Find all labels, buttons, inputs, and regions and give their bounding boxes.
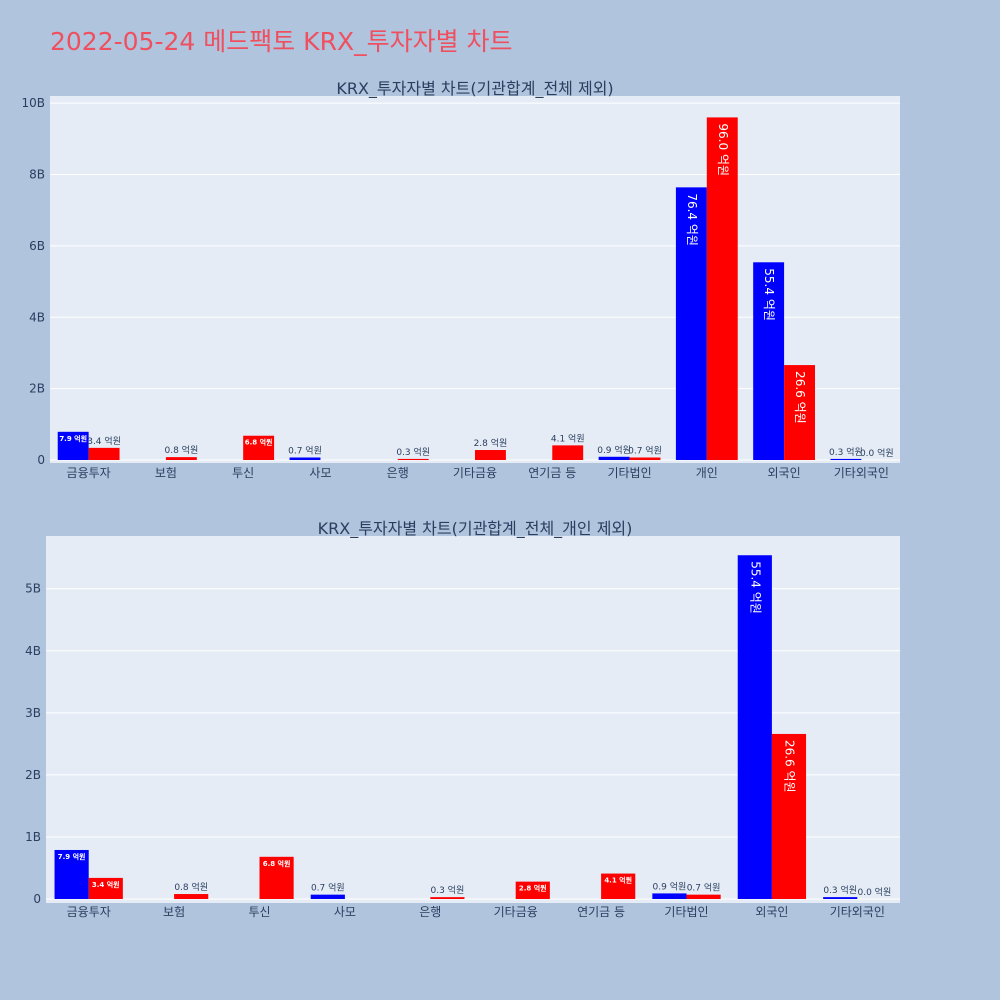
y-tick-label: 1B	[25, 830, 41, 844]
x-tick-label: 기타법인	[664, 905, 708, 919]
x-tick-label: 은행	[419, 904, 441, 919]
y-tick-label: 0	[33, 892, 41, 906]
bar-sell	[430, 897, 465, 899]
bar-value-label: 7.9 억원	[58, 852, 86, 861]
x-tick-label: 기타외국인	[830, 905, 885, 919]
bar-sell	[88, 447, 120, 460]
y-tick-label: 4B	[29, 310, 45, 324]
bar-sell	[165, 457, 197, 460]
investor-chart-excl-individual: 0 1B 2B 3B 4B 5B KRX_투자자별 차트(기관합계_전체_개인 제외) 금융투…	[25, 519, 900, 919]
bar-value-label: 7.9 억원	[59, 434, 87, 443]
bar-sell	[706, 117, 738, 460]
bar-value-label: 0.8 억원	[164, 444, 198, 456]
bar-value-label: 0.8 억원	[174, 881, 208, 893]
bar-sell	[601, 873, 636, 899]
bar-sell	[475, 450, 506, 460]
bar-sell	[259, 856, 294, 899]
x-tick-label: 금융투자	[67, 466, 111, 480]
x-tick-label: 기타금융	[453, 466, 497, 480]
bar-buy	[652, 893, 687, 899]
x-tick-label: 사모	[334, 905, 356, 919]
bar-value-label: 0.7 억원	[628, 445, 662, 457]
x-tick-label: 은행	[387, 465, 409, 480]
x-tick-label: 연기금 등	[528, 466, 576, 480]
bar-sell	[771, 733, 807, 899]
bar-value-label: 55.4 억원	[748, 561, 762, 614]
x-tick-label: 개인	[696, 466, 718, 480]
x-tick-label: 외국인	[755, 905, 788, 919]
bar-sell	[552, 445, 584, 460]
x-tick-label: 투신	[248, 905, 270, 919]
bar-value-label: 0.3 억원	[829, 446, 863, 458]
bar-value-label: 2.8 억원	[474, 437, 508, 449]
bar-buy	[54, 849, 89, 899]
bar-value-label: 0.3 억원	[823, 884, 857, 896]
bar-value-label: 6.8 억원	[245, 438, 273, 447]
y-tick-label: 2B	[25, 768, 41, 782]
bar-sell	[174, 894, 209, 899]
chart-title: KRX_투자자별 차트(기관합계_전체 제외)	[336, 79, 613, 99]
bar-value-label: 76.4 억원	[685, 193, 699, 246]
x-tick-label: 보험	[163, 905, 185, 919]
bar-buy	[598, 456, 630, 460]
bar-value-label: 0.0 억원	[860, 447, 894, 459]
bar-value-label: 55.4 억원	[762, 268, 776, 321]
bar-value-label: 0.3 억원	[431, 884, 465, 896]
bar-value-label: 0.9 억원	[597, 444, 631, 456]
bar-sell	[686, 894, 721, 899]
bar-value-label: 0.3 억원	[396, 446, 430, 458]
bar-sell	[629, 457, 661, 460]
bar-value-label: 6.8 억원	[263, 859, 291, 868]
bar-sell	[243, 435, 275, 460]
bar-value-label: 0.9 억원	[653, 880, 687, 892]
x-tick-label: 사모	[309, 466, 331, 480]
bar-value-label: 96.0 억원	[716, 123, 730, 176]
bar-buy	[289, 457, 321, 460]
bar-value-label: 0.7 억원	[288, 445, 322, 457]
y-tick-label: 6B	[29, 239, 45, 253]
bar-buy	[57, 431, 89, 460]
bar-value-label: 3.4 억원	[92, 880, 120, 889]
bar-sell	[88, 877, 123, 899]
bar-value-label: 2.8 억원	[519, 884, 547, 893]
y-tick-label: 2B	[29, 382, 45, 396]
y-tick-label: 3B	[25, 706, 41, 720]
bar-buy	[675, 187, 707, 460]
bar-value-label: 26.6 억원	[782, 740, 796, 793]
bar-buy	[310, 894, 345, 899]
y-tick-label: 0	[37, 453, 45, 467]
bar-value-label: 0.7 억원	[687, 882, 721, 894]
x-tick-label: 기타외국인	[834, 466, 889, 480]
bar-value-label: 4.1 억원	[604, 876, 632, 885]
y-tick-label: 8B	[29, 168, 45, 182]
x-tick-label: 연기금 등	[577, 905, 625, 919]
investor-chart-all: 0 2B 4B 6B 8B 10B KRX_투자자별 차트(기관합계_전체 제외) 금융투자 7…	[21, 79, 900, 480]
bar-buy	[737, 555, 772, 899]
x-tick-label: 기타법인	[607, 466, 651, 480]
x-tick-label: 금융투자	[67, 905, 111, 919]
bar-buy	[753, 262, 785, 460]
bar-value-label: 0.0 억원	[858, 886, 892, 898]
x-tick-label: 기타금융	[494, 905, 538, 919]
bar-value-label: 3.4 억원	[87, 435, 121, 447]
bar-sell	[784, 365, 815, 460]
bar-value-label: 26.6 억원	[793, 371, 807, 424]
bar-value-label: 4.1 억원	[551, 432, 585, 444]
x-tick-label: 외국인	[768, 466, 801, 480]
bar-value-label: 0.7 억원	[311, 882, 345, 894]
page-title: 2022-05-24 메드팩토 KRX_투자자별 차트	[50, 27, 513, 56]
y-tick-label: 10B	[21, 96, 45, 110]
chart-title: KRX_투자자별 차트(기관합계_전체_개인 제외)	[318, 519, 633, 539]
bar-buy	[823, 897, 858, 899]
x-tick-label: 투신	[232, 466, 254, 480]
y-tick-label: 4B	[25, 644, 41, 658]
x-tick-label: 보험	[155, 466, 177, 480]
y-tick-label: 5B	[25, 582, 41, 596]
bar-buy	[830, 458, 862, 460]
bar-sell	[397, 458, 429, 460]
bar-sell	[515, 881, 550, 899]
